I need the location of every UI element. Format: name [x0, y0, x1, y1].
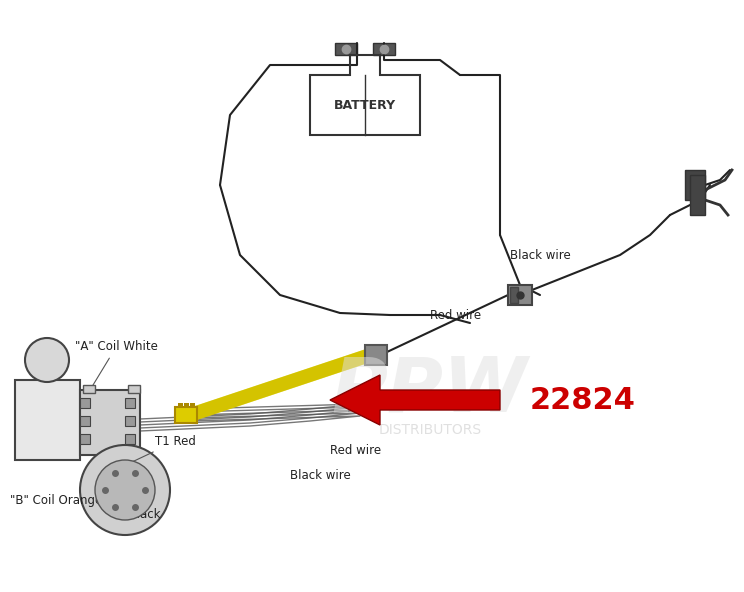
Bar — [80, 416, 90, 426]
Bar — [15, 380, 80, 460]
Bar — [125, 398, 135, 408]
Bar — [125, 416, 135, 426]
Text: Red wire: Red wire — [330, 443, 381, 456]
Text: "A" Coil White: "A" Coil White — [75, 340, 158, 388]
Text: "B" Coil Orange: "B" Coil Orange — [10, 494, 102, 507]
Circle shape — [80, 445, 170, 535]
Text: DISTRIBUTORS: DISTRIBUTORS — [379, 423, 481, 437]
Bar — [184, 403, 189, 408]
Text: 22824: 22824 — [530, 385, 636, 414]
Bar — [175, 407, 197, 423]
Bar — [373, 43, 395, 55]
Text: T1 Red: T1 Red — [118, 435, 196, 469]
Bar — [80, 390, 140, 455]
Bar — [178, 403, 183, 408]
Bar — [125, 434, 135, 444]
Text: T2 Black: T2 Black — [110, 509, 161, 522]
Bar — [80, 398, 90, 408]
Bar — [510, 287, 518, 303]
Bar — [365, 345, 387, 365]
Circle shape — [95, 460, 155, 520]
Bar — [83, 385, 95, 393]
Text: BATTERY: BATTERY — [334, 98, 396, 111]
Text: Black wire: Black wire — [290, 468, 350, 481]
Text: Red wire: Red wire — [430, 308, 481, 321]
Bar — [690, 175, 705, 215]
Text: PPW: PPW — [332, 353, 528, 427]
Polygon shape — [330, 375, 500, 425]
Bar — [335, 43, 357, 55]
Bar — [128, 385, 140, 393]
Bar — [685, 170, 705, 200]
Text: Black wire: Black wire — [510, 249, 571, 262]
Bar — [80, 434, 90, 444]
Bar — [190, 403, 195, 408]
Bar — [508, 285, 532, 305]
Circle shape — [25, 338, 69, 382]
